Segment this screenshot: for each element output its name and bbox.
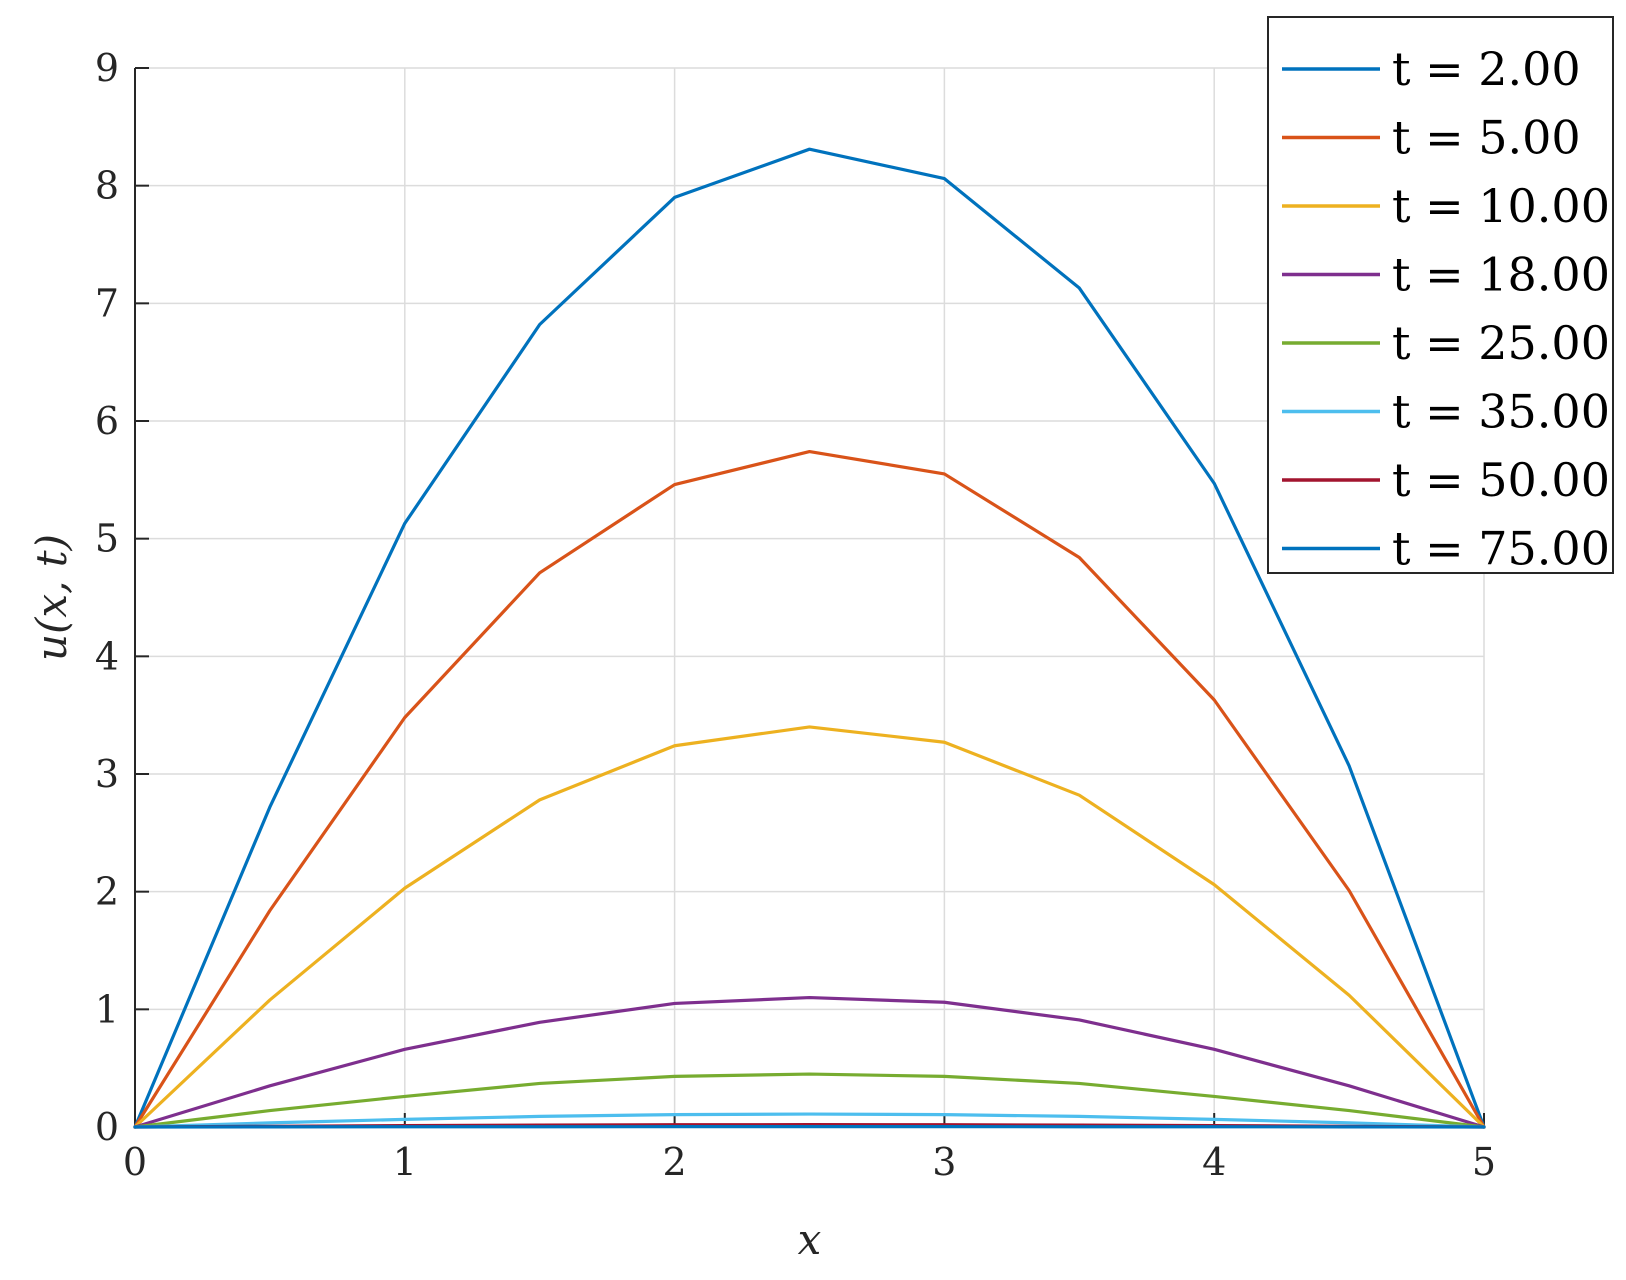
series-line-2	[133, 725, 1486, 1129]
series-lines	[133, 147, 1486, 1129]
legend: t = 2.00 t = 5.00 t = 10.00 t = 18.00 t = 25…	[1267, 16, 1614, 576]
series-line-3	[133, 995, 1486, 1129]
series-line-5	[133, 1112, 1486, 1129]
x-tick-label: 2	[663, 1140, 687, 1184]
y-tick-label: 4	[95, 634, 119, 678]
y-tick-label: 2	[95, 870, 119, 914]
x-tick-label: 4	[1202, 1140, 1226, 1184]
legend-label: t = 35.00	[1392, 385, 1610, 439]
series-line-0	[133, 147, 1486, 1129]
y-tick-label: 6	[95, 399, 119, 443]
legend-label: t = 50.00	[1392, 453, 1610, 507]
y-tick-label: 5	[95, 517, 119, 561]
y-axis-label: u(x, t)	[27, 534, 76, 661]
x-tick-label: 3	[932, 1140, 956, 1184]
x-tick-label: 0	[123, 1140, 147, 1184]
series-line-1	[133, 449, 1486, 1129]
x-tick-label: 1	[393, 1140, 417, 1184]
y-tick-label: 8	[95, 164, 119, 208]
x-tick-label: 5	[1472, 1140, 1496, 1184]
legend-label: t = 25.00	[1392, 316, 1610, 370]
y-tick-label: 1	[95, 987, 119, 1031]
x-axis-label: x	[798, 1215, 822, 1264]
legend-label: t = 5.00	[1392, 111, 1581, 165]
legend-box	[1267, 16, 1614, 574]
grid	[134, 67, 1485, 1128]
legend-label: t = 2.00	[1392, 42, 1581, 96]
y-tick-label: 0	[95, 1105, 119, 1149]
y-tick-label: 7	[95, 281, 119, 325]
y-tick-label: 3	[95, 752, 119, 796]
legend-label: t = 10.00	[1392, 179, 1610, 233]
y-tick-label: 9	[95, 46, 119, 90]
plot-area	[135, 68, 1484, 1127]
legend-label: t = 18.00	[1392, 248, 1610, 302]
legend-label: t = 75.00	[1392, 522, 1610, 576]
series-line-4	[133, 1072, 1486, 1129]
